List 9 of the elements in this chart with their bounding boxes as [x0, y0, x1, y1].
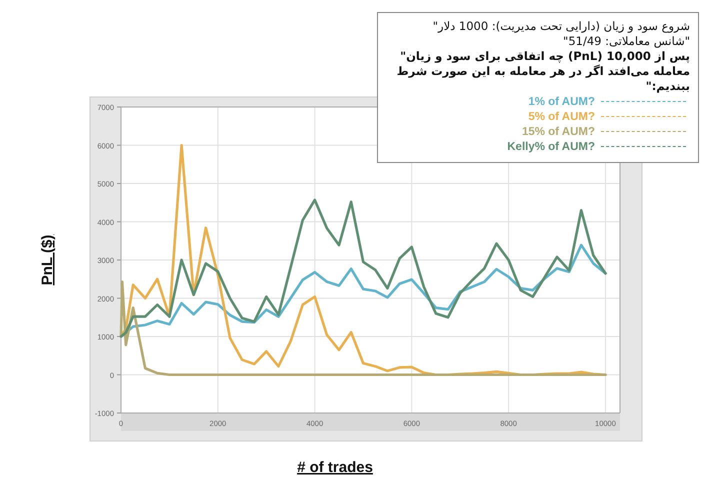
- text: 5% of AUM?: [528, 110, 595, 122]
- line-series: [120, 198, 607, 338]
- text: Kelly% of AUM?: [507, 140, 595, 152]
- line-series: [120, 280, 607, 376]
- x-axis-title: # of trades: [297, 459, 373, 476]
- text: 15% of AUM?: [522, 126, 595, 138]
- legend-title: شروع سود و زیان (دارایی تحت مدیریت): 1000 دلار" "شانس معاملاتی: 51/49" پس از 10,000 (PnL) چه اتفاقی برای سود و زیان" معامله می‌افتد اگر در هر معامله به این صورت شرط ببندیم:": [396, 19, 690, 94]
- text: 1% of AUM?: [528, 96, 595, 108]
- y-axis-title: PnL ($): [39, 234, 56, 286]
